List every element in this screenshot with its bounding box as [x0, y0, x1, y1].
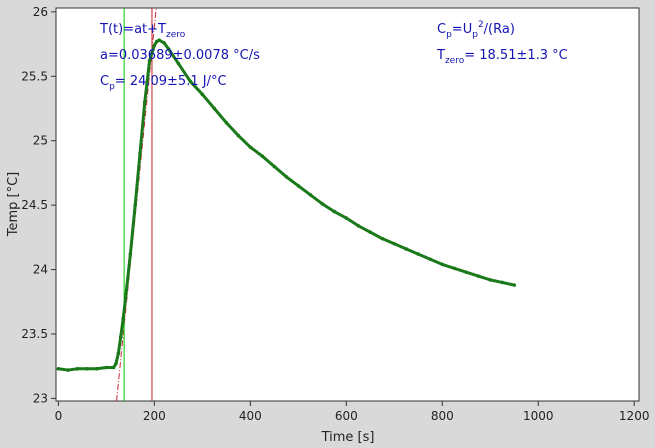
y-tick-label: 24 [33, 263, 48, 277]
formula-right-label: Cp=Up2/(Ra) [437, 20, 515, 40]
data-point [152, 43, 157, 48]
data-point [133, 203, 137, 207]
data-point [123, 296, 128, 300]
cp-value-label: Cp= 24.09±5.1 J/°C [100, 74, 227, 92]
data-point [332, 209, 337, 214]
x-tick-label: 400 [239, 409, 262, 423]
y-tick-label: 23 [33, 391, 48, 405]
vertical-lines-layer [123, 8, 153, 401]
data-point [380, 236, 385, 241]
data-point [416, 252, 421, 256]
data-point [344, 216, 349, 220]
data-point [121, 316, 125, 321]
data-point [138, 151, 142, 156]
data-point [104, 365, 109, 370]
x-tick-label: 1200 [619, 409, 650, 423]
y-tick-label: 25.5 [21, 69, 48, 83]
data-point [236, 133, 241, 138]
data-point [452, 266, 457, 271]
data-point [200, 92, 205, 97]
y-tick-label: 23.5 [21, 327, 48, 341]
series-layer [56, 38, 517, 372]
data-point [308, 193, 313, 197]
data-point [500, 280, 505, 285]
x-ticks: 0 200 400 600 800 1000 1200 [55, 401, 650, 423]
data-point [157, 38, 161, 43]
data-point [66, 368, 70, 372]
data-point [142, 100, 147, 104]
y-tick-label: 24.5 [21, 198, 48, 212]
data-point [118, 334, 123, 339]
data-point [392, 242, 397, 246]
data-point [116, 351, 121, 356]
data-point [320, 202, 325, 206]
data-point [440, 262, 445, 267]
data-point [404, 247, 409, 251]
x-tick-label: 1000 [523, 409, 554, 423]
x-axis-title: Time [s] [321, 430, 375, 445]
a-value-label: a=0.03689±0.0078 °C/s [100, 48, 260, 63]
plot-area [55, 7, 640, 402]
data-point [488, 278, 493, 282]
data-point [260, 154, 265, 158]
data-point [111, 365, 116, 370]
x-tick-label: 200 [143, 409, 166, 423]
formula-left-label: T(t)=at+Tzero [99, 22, 186, 40]
data-point [464, 270, 469, 274]
y-tick-label: 26 [33, 5, 48, 19]
data-point [284, 174, 289, 179]
data-point [128, 252, 133, 256]
data-point [162, 40, 166, 45]
data-point [176, 61, 181, 66]
data-point [296, 184, 301, 188]
data-point [428, 257, 433, 262]
data-point [94, 366, 99, 371]
data-point [188, 79, 193, 84]
data-point [356, 223, 361, 228]
tzero-value-label: Tzero= 18.51±1.3 °C [436, 48, 568, 66]
data-point [166, 47, 171, 52]
data-point [212, 106, 217, 111]
data-point [476, 274, 481, 278]
data-point [56, 366, 61, 371]
data-point [75, 366, 80, 371]
data-point [114, 361, 118, 366]
data-point [147, 59, 152, 63]
x-tick-label: 600 [335, 409, 358, 423]
data-point [248, 145, 253, 149]
x-tick-label: 0 [55, 409, 63, 423]
y-tick-label: 25 [33, 134, 48, 148]
data-point [512, 283, 517, 287]
data-point [368, 230, 373, 235]
y-axis-title: Temp [°C] [6, 172, 21, 238]
y-ticks: 23 23.5 24 24.5 25 25.5 26 [21, 5, 56, 405]
data-point [85, 366, 89, 371]
data-point [272, 164, 277, 169]
x-tick-label: 800 [431, 409, 454, 423]
data-point [224, 120, 229, 125]
